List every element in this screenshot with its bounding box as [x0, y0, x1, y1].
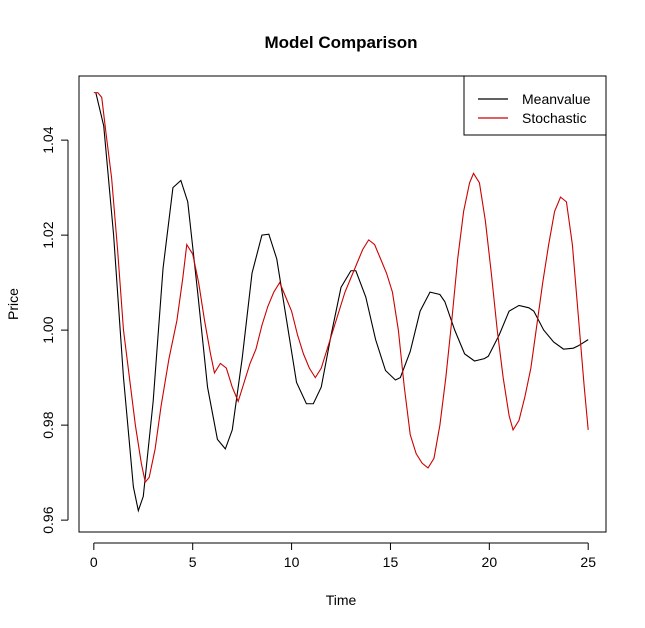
chart-title: Model Comparison	[264, 33, 417, 52]
y-tick-label: 1.02	[40, 221, 56, 248]
plot-area	[93, 92, 589, 513]
x-tick-label: 5	[189, 554, 197, 570]
series-line-meanvalue	[95, 92, 589, 513]
y-tick-label: 0.96	[40, 506, 56, 533]
y-tick-label: 1.04	[40, 126, 56, 153]
y-tick-label: 1.00	[40, 316, 56, 343]
x-tick-label: 10	[284, 554, 300, 570]
x-axis: 0 5 10 15 20 25	[90, 542, 596, 570]
x-tick-label: 20	[482, 554, 498, 570]
plot-frame	[78, 75, 607, 533]
legend-box	[463, 75, 607, 136]
legend-label: Stochastic	[522, 110, 587, 126]
legend-label: Meanvalue	[522, 91, 591, 107]
legend: Meanvalue Stochastic	[463, 75, 607, 136]
y-axis-label: Price	[5, 288, 21, 320]
x-axis-label: Time	[326, 592, 357, 608]
y-axis: 0.96 0.98 1.00 1.02 1.04	[40, 126, 69, 534]
x-tick-label: 0	[90, 554, 98, 570]
y-tick-label: 0.98	[40, 411, 56, 438]
x-tick-label: 15	[383, 554, 399, 570]
series-line-stochastic	[93, 92, 589, 484]
x-tick-label: 25	[580, 554, 596, 570]
